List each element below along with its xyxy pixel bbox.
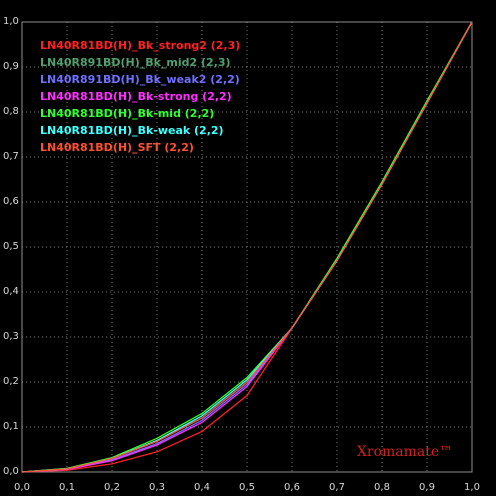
y-tick-label: 0,0 xyxy=(3,466,19,477)
x-tick-label: 0,1 xyxy=(59,482,75,493)
x-tick-label: 0,8 xyxy=(374,482,390,493)
legend-entry: LN40R81BD(H)_Bk_strong2 (2,3) xyxy=(40,39,240,52)
x-tick-label: 0,9 xyxy=(419,482,435,493)
plot-frame xyxy=(21,21,473,473)
x-tick-label: 0,7 xyxy=(329,482,345,493)
x-tick-label: 0,6 xyxy=(284,482,300,493)
legend-entry: LN40R81BD(H)_Bk-strong (2,2) xyxy=(40,90,232,103)
x-tick-label: 0,0 xyxy=(14,482,30,493)
y-tick-label: 0,8 xyxy=(3,106,19,117)
y-tick-label: 0,2 xyxy=(3,376,19,387)
annotation: Xromamate™ xyxy=(357,444,453,460)
legend-entry: LN40R891BD(H)_Bk_weak2 (2,2) xyxy=(40,73,240,86)
y-tick-label: 0,7 xyxy=(3,151,19,162)
x-tick-label: 0,4 xyxy=(194,482,210,493)
x-tick-label: 0,5 xyxy=(239,482,255,493)
series-line xyxy=(21,21,473,473)
x-tick-label: 0,3 xyxy=(149,482,165,493)
series-line xyxy=(21,21,473,473)
legend-entry: LN40R891BD(H)_Bk_mid2 (2,3) xyxy=(40,56,231,69)
y-tick-label: 1,0 xyxy=(3,16,19,27)
y-tick-label: 0,4 xyxy=(3,286,19,297)
x-tick-label: 0,2 xyxy=(104,482,120,493)
y-tick-label: 0,9 xyxy=(3,61,19,72)
legend-entry: LN40R81BD(H)_SFT (2,2) xyxy=(40,141,194,154)
y-tick-label: 0,5 xyxy=(3,241,19,252)
y-tick-label: 0,3 xyxy=(3,331,19,342)
x-tick-label: 1,0 xyxy=(464,482,480,493)
y-tick-label: 0,6 xyxy=(3,196,19,207)
legend-entry: LN40R81BD(H)_Bk-weak (2,2) xyxy=(40,124,224,137)
legend-entry: LN40R81BD(H)_Bk-mid (2,2) xyxy=(40,107,214,120)
y-tick-label: 0,1 xyxy=(3,421,19,432)
